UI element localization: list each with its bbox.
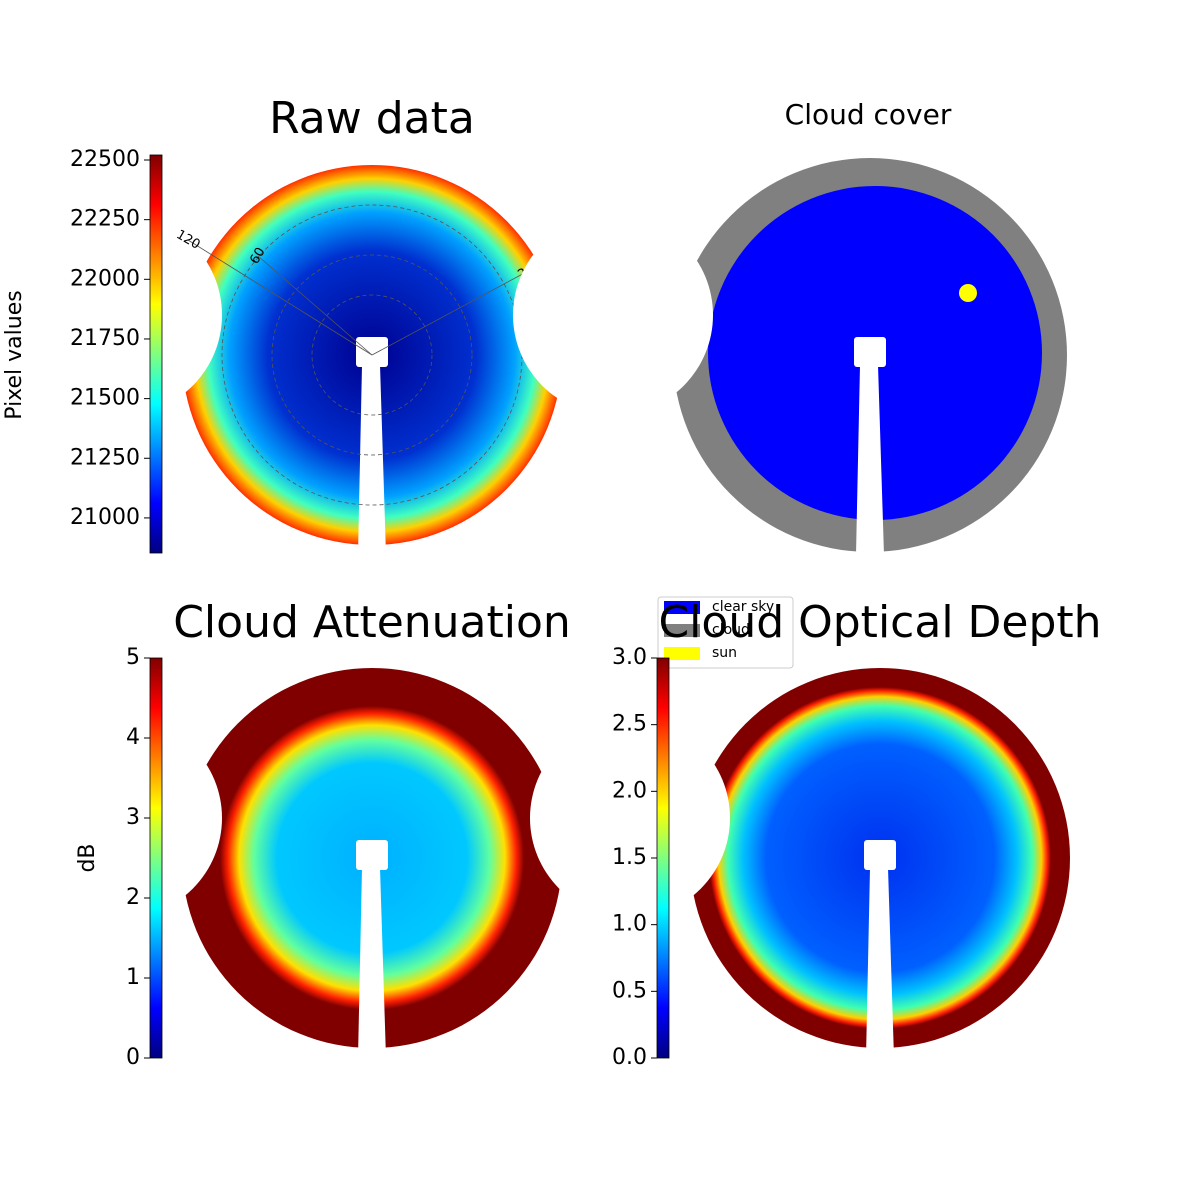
- panel: 0 1 2 3 4 5 dB Cloud Attenuation: [22, 597, 571, 1070]
- panel: clear sky cloud sun Cloud cover: [513, 98, 1067, 669]
- edge-cut: [530, 718, 730, 918]
- legend-swatch: [664, 601, 700, 614]
- colorbar-tick-label: 1.0: [612, 912, 647, 937]
- panel-title: Cloud Attenuation: [173, 597, 571, 648]
- colorbar-tick-label: 21500: [70, 386, 140, 411]
- edge-cut: [513, 215, 713, 415]
- colorbar-tick-label: 2.5: [612, 712, 647, 737]
- mast: [358, 868, 386, 1058]
- colorbar-tick-label: 21250: [70, 445, 140, 470]
- colorbar-tick-label: 3: [126, 805, 140, 830]
- colorbar-label: dB: [75, 843, 100, 872]
- colorbar-tick-label: 3.0: [612, 645, 647, 670]
- polar-spoke: [257, 255, 373, 356]
- edge-cut: [22, 215, 222, 415]
- colorbar-tick-label: 22500: [70, 147, 140, 172]
- polar-spoke: [187, 239, 373, 356]
- colorbar-tick-label: 21000: [70, 505, 140, 530]
- colorbar-tick-label: 22000: [70, 266, 140, 291]
- camera-mount: [356, 840, 388, 870]
- panels: 1206024021000212502150021750220002225022…: [2, 93, 1102, 1070]
- polar-grid: [271, 254, 473, 456]
- colorbar-label: Pixel values: [2, 290, 27, 419]
- legend-label: sun: [712, 645, 737, 661]
- camera-mount: [854, 337, 886, 367]
- colorbar-tick-label: 22250: [70, 207, 140, 232]
- panel: 0.0 0.5 1.0 1.5 2.0 2.5 3.0 Cloud Optical Depth: [530, 597, 1102, 1070]
- legend-label: cloud: [712, 622, 750, 638]
- colorbar-tick-label: 1.5: [612, 845, 647, 870]
- mast: [358, 365, 386, 555]
- colorbar-tick-label: 5: [126, 645, 140, 670]
- edge-cut: [22, 718, 222, 918]
- colorbar-tick-label: 2.0: [612, 778, 647, 803]
- colorbar-tick-label: 21750: [70, 326, 140, 351]
- sun-region: [959, 284, 977, 302]
- colorbar-tick-label: 1: [126, 965, 140, 990]
- colorbar-tick-label: 4: [126, 725, 140, 750]
- panel-title: Cloud cover: [785, 98, 952, 131]
- camera-mount: [864, 840, 896, 870]
- legend-swatch: [664, 647, 700, 660]
- polar-grid: [311, 294, 433, 416]
- colorbar: [149, 657, 163, 1059]
- panel-title: Cloud Optical Depth: [658, 597, 1101, 648]
- legend-swatch: [664, 624, 700, 637]
- colorbar: [149, 154, 163, 554]
- colorbar-tick-label: 0: [126, 1045, 140, 1070]
- mast: [866, 868, 894, 1058]
- panel-title: Raw data: [269, 93, 475, 144]
- polar-spoke: [371, 269, 531, 356]
- panel: 1206024021000212502150021750220002225022…: [2, 93, 562, 555]
- colorbar-tick-label: 0.0: [612, 1045, 647, 1070]
- angle-label: 60: [247, 245, 268, 267]
- legend-label: clear sky: [712, 599, 774, 615]
- colorbar-tick-label: 0.5: [612, 978, 647, 1003]
- colorbar-tick-label: 2: [126, 885, 140, 910]
- colorbar: [656, 657, 670, 1059]
- camera-mount: [356, 337, 388, 367]
- mast: [856, 365, 884, 555]
